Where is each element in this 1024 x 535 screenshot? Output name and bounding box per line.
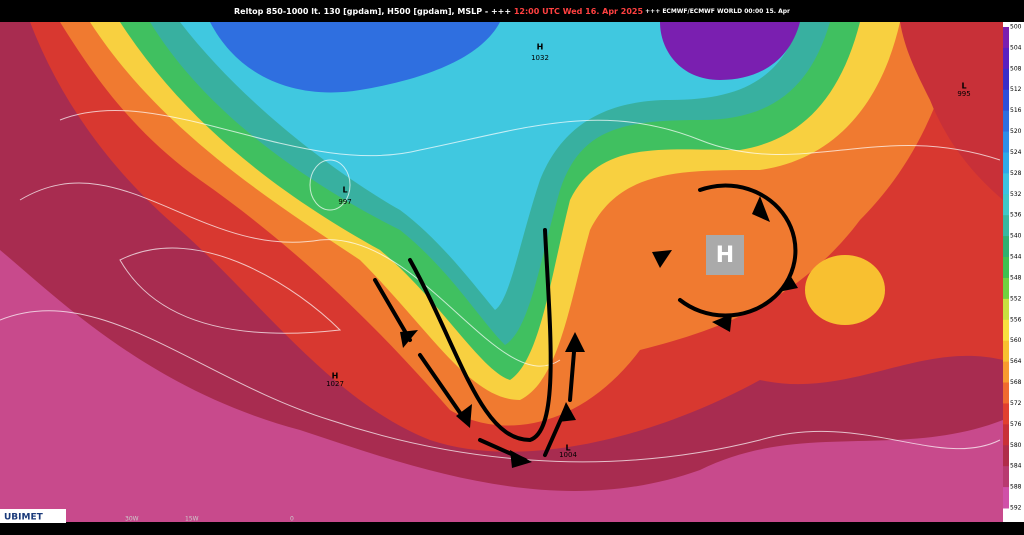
colorbar-segment <box>1003 27 1009 49</box>
longitude-label: 15W <box>185 516 199 523</box>
colorbar-label: 528 <box>1010 170 1022 177</box>
colorbar-label: 520 <box>1010 128 1022 135</box>
center-marker-box <box>706 235 744 275</box>
colorbar-label: 516 <box>1010 107 1022 114</box>
colorbar-segment <box>1003 403 1009 425</box>
pressure-value: 1027 <box>326 380 344 388</box>
colorbar-label: 576 <box>1010 421 1022 428</box>
pressure-symbol: L <box>961 82 966 91</box>
colorbar-segment <box>1003 424 1009 446</box>
colorbar-label: 500 <box>1010 24 1022 31</box>
title-time: 12:00 UTC Wed 16. Apr 2025 <box>514 7 644 16</box>
colorbar-label: 544 <box>1010 254 1022 261</box>
title: Reltop 850-1000 lt. 130 [gpdam], H500 [g… <box>234 7 790 16</box>
colorbar-segment <box>1003 236 1009 258</box>
pressure-symbol: H <box>537 43 544 52</box>
colorbar-segment <box>1003 298 1009 321</box>
pressure-symbol: H <box>332 372 339 381</box>
pressure-value: 995 <box>957 90 970 98</box>
colorbar-segment <box>1003 340 1009 363</box>
title-right: +++ ECMWF/ECMWF WORLD 00:00 15. Apr <box>643 8 790 15</box>
colorbar-label: 552 <box>1010 295 1022 302</box>
colorbar-label: 564 <box>1010 358 1022 365</box>
colorbar-label: 588 <box>1010 484 1022 491</box>
colorbar-segment <box>1003 194 1009 216</box>
pressure-value: 997 <box>338 198 351 206</box>
pressure-value: 1004 <box>559 451 577 459</box>
brand: UBIMET <box>4 513 44 523</box>
colorbar-segment <box>1003 110 1009 133</box>
longitude-label: 30W <box>125 516 139 523</box>
pressure-value: 1032 <box>531 54 549 62</box>
colorbar: 500 504 508 512 516 520 524 528 532 536 540 544 548 5… <box>1003 22 1024 522</box>
colorbar-segment <box>1003 319 1009 342</box>
colorbar-segment <box>1003 382 1009 404</box>
colorbar-label: 504 <box>1010 44 1022 51</box>
colorbar-segment <box>1003 173 1009 195</box>
colorbar-segment <box>1003 47 1009 70</box>
pressure-symbol: L <box>565 444 570 453</box>
colorbar-label: 580 <box>1010 442 1022 449</box>
colorbar-segment <box>1003 361 1009 384</box>
colorbar-label: 572 <box>1010 400 1022 407</box>
colorbar-label: 508 <box>1010 65 1022 72</box>
longitude-label: 0 <box>290 516 294 523</box>
colorbar-label: 584 <box>1010 463 1022 470</box>
colorbar-label: 548 <box>1010 274 1022 281</box>
colorbar-segment <box>1003 257 1009 279</box>
brand-box <box>0 509 66 523</box>
colorbar-label: 592 <box>1010 505 1022 512</box>
colorbar-segment <box>1003 68 1009 91</box>
colorbar-label: 536 <box>1010 212 1022 219</box>
title-left: Reltop 850-1000 lt. 130 [gpdam], H500 [g… <box>234 7 514 16</box>
colorbar-label: 532 <box>1010 191 1022 198</box>
colorbar-segment <box>1003 277 1009 300</box>
colorbar-label: 540 <box>1010 233 1022 240</box>
colorbar-segment <box>1003 445 1009 467</box>
colorbar-segment <box>1003 487 1009 509</box>
colorbar-segment <box>1003 152 1009 174</box>
center-marker: H <box>716 243 734 268</box>
pressure-symbol: L <box>342 186 347 195</box>
colorbar-segment <box>1003 131 1009 153</box>
colorbar-label: 568 <box>1010 379 1022 386</box>
colorbar-segment <box>1003 466 1009 488</box>
colorbar-label: 560 <box>1010 337 1022 344</box>
colorbar-label: 512 <box>1010 86 1022 93</box>
colorbar-segment <box>1003 89 1009 112</box>
colorbar-segment <box>1003 215 1009 237</box>
colorbar-label: 556 <box>1010 316 1022 323</box>
colorbar-label: 524 <box>1010 149 1022 156</box>
